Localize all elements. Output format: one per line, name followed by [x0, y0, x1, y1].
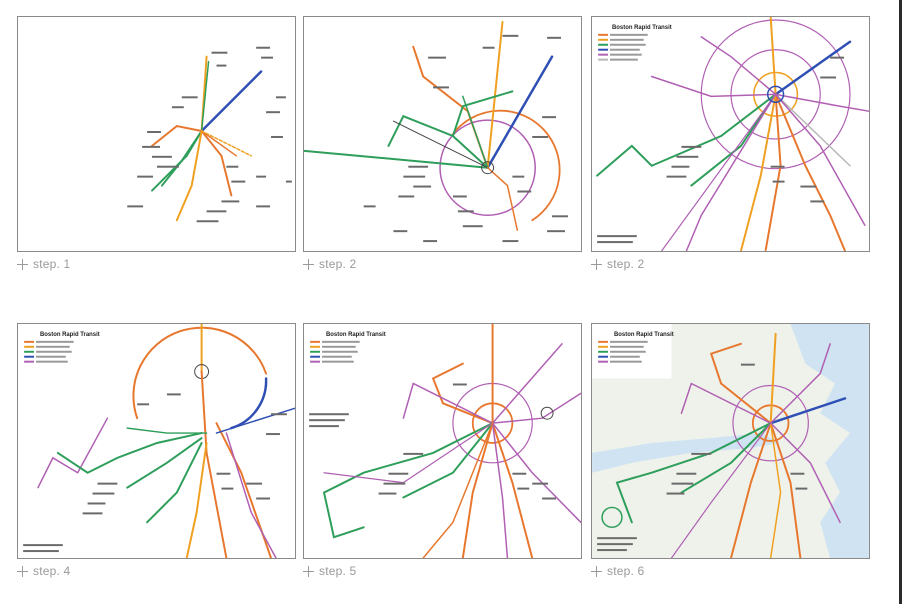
map-drawing — [127, 46, 292, 223]
step-caption-3: step. 2 — [591, 257, 870, 271]
step-tile-2: step. 2 — [303, 16, 582, 271]
plus-icon[interactable] — [303, 565, 314, 577]
transit-map-step-5[interactable]: Boston Rapid Transit — [303, 323, 582, 559]
step-caption-6: step. 6 — [591, 564, 870, 578]
transit-map-step-4[interactable]: Boston Rapid Transit — [17, 323, 296, 559]
step-caption-5: step. 5 — [303, 564, 582, 578]
step-tile-6: Boston Rapid Transit — [591, 323, 870, 578]
plus-icon[interactable] — [591, 258, 602, 270]
map-drawing: Boston Rapid Transit — [596, 17, 869, 251]
map-title: Boston Rapid Transit — [614, 332, 674, 338]
transit-map-step-2b[interactable]: Boston Rapid Transit — [591, 16, 870, 252]
step-caption-1: step. 1 — [17, 257, 296, 271]
map-drawing: Boston Rapid Transit — [23, 324, 295, 558]
plus-icon[interactable] — [17, 565, 28, 577]
caption-text: step. 6 — [607, 564, 645, 578]
caption-text: step. 5 — [319, 564, 357, 578]
plus-icon[interactable] — [17, 258, 28, 270]
map-drawing: Boston Rapid Transit — [309, 324, 581, 558]
step-tile-1: step. 1 — [17, 16, 296, 271]
caption-text: step. 2 — [319, 257, 357, 271]
map-title: Boston Rapid Transit — [40, 332, 100, 338]
step-caption-2: step. 2 — [303, 257, 582, 271]
right-edge-divider — [899, 0, 902, 604]
plus-icon[interactable] — [303, 258, 314, 270]
map-drawing — [304, 20, 568, 243]
step-tile-5: Boston Rapid Transit — [303, 323, 582, 578]
map-title: Boston Rapid Transit — [326, 332, 386, 338]
step-caption-4: step. 4 — [17, 564, 296, 578]
transit-map-step-1[interactable] — [17, 16, 296, 252]
step-tile-3: Boston Rapid Transit — [591, 16, 870, 271]
step-tile-4: Boston Rapid Transit — [17, 323, 296, 578]
map-title: Boston Rapid Transit — [612, 25, 672, 31]
plus-icon[interactable] — [591, 565, 602, 577]
caption-text: step. 4 — [33, 564, 71, 578]
map-drawing: Boston Rapid Transit — [592, 324, 869, 558]
transit-map-step-6[interactable]: Boston Rapid Transit — [591, 323, 870, 559]
caption-text: step. 2 — [607, 257, 645, 271]
caption-text: step. 1 — [33, 257, 71, 271]
transit-map-step-2a[interactable] — [303, 16, 582, 252]
